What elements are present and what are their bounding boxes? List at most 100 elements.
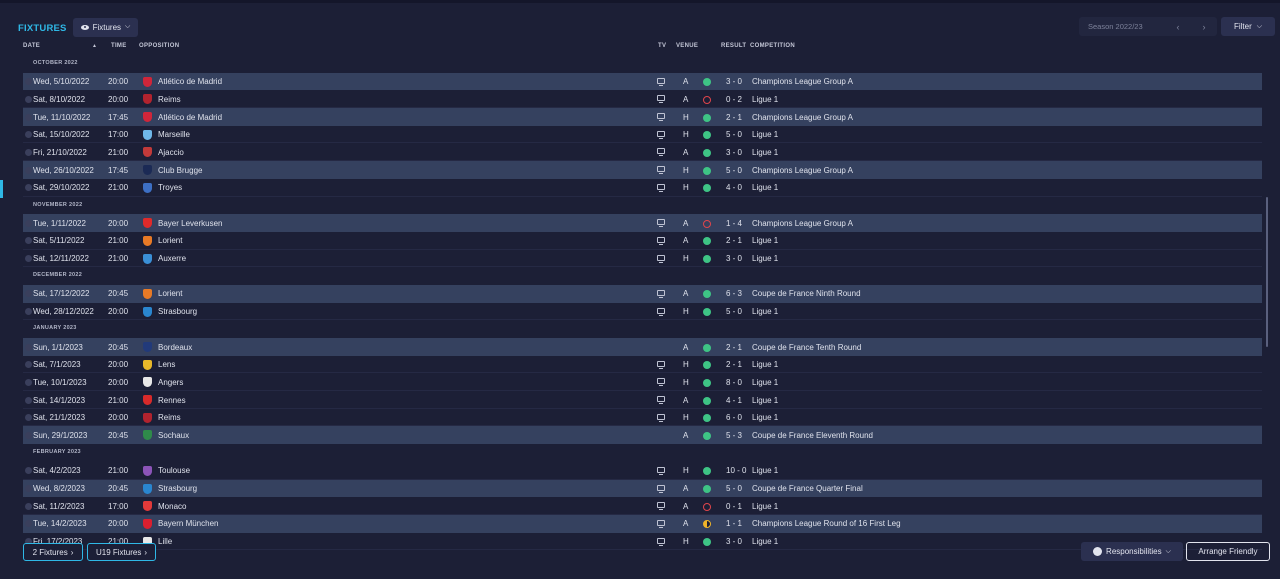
opposition-link[interactable]: Lorient (158, 236, 183, 246)
fixture-score[interactable]: 3 - 0 (726, 537, 743, 547)
col-venue[interactable]: VENUE (676, 43, 699, 49)
competition-link[interactable]: Coupe de France Quarter Final (752, 484, 863, 493)
fixture-score[interactable]: 3 - 0 (726, 77, 743, 87)
fixture-score[interactable]: 1 - 4 (726, 218, 743, 228)
fixture-score[interactable]: 6 - 3 (726, 289, 743, 299)
select-radio[interactable] (25, 502, 32, 510)
competition-link[interactable]: Champions League Group A (752, 77, 853, 87)
select-radio[interactable] (25, 255, 32, 263)
fixture-row[interactable]: Sat, 17/12/2022 20:45 Lorient A 6 - 3 Coupe d… (23, 284, 1262, 303)
sort-ascending-icon[interactable]: ▲ (92, 43, 98, 49)
competition-link[interactable]: Ligue 1 (752, 130, 779, 140)
col-tv[interactable]: TV (658, 43, 667, 49)
col-time[interactable]: TIME (111, 43, 127, 49)
fixture-row[interactable]: Sat, 7/1/2023 20:00 Lens H 2 - 1 Ligue 1 (23, 356, 1262, 374)
fixture-row[interactable]: Tue, 14/2/2023 20:00 Bayern München A 1 - 1 C… (23, 514, 1262, 533)
fixture-row[interactable]: Sat, 14/1/2023 21:00 Rennes A 4 - 1 Ligue 1 (23, 391, 1262, 409)
season-selector[interactable]: Season 2022/23 ‹ › (1079, 17, 1217, 36)
fixture-score[interactable]: 5 - 0 (726, 307, 743, 317)
fixture-row[interactable]: Sat, 15/10/2022 17:00 Marseille H 5 - 0 Ligue… (23, 126, 1262, 144)
competition-link[interactable]: Coupe de France Ninth Round (752, 289, 861, 299)
opposition-link[interactable]: Toulouse (158, 466, 191, 476)
competition-link[interactable]: Champions League Group A (752, 218, 853, 228)
fixture-row[interactable]: Wed, 26/10/2022 17:45 Club Brugge H 5 - 0 Cha… (23, 161, 1262, 179)
competition-link[interactable]: Ligue 1 (752, 254, 779, 264)
competition-link[interactable]: Ligue 1 (752, 236, 779, 246)
competition-link[interactable]: Ligue 1 (752, 360, 779, 370)
competition-link[interactable]: Ligue 1 (752, 501, 779, 511)
opposition-link[interactable]: Bordeaux (158, 342, 193, 352)
competition-link[interactable]: Coupe de France Tenth Round (752, 342, 862, 352)
opposition-link[interactable]: Angers (158, 377, 184, 387)
fixture-row[interactable]: Tue, 10/1/2023 20:00 Angers H 8 - 0 Ligue 1 (23, 373, 1262, 392)
fixture-score[interactable]: 2 - 1 (726, 342, 743, 352)
fixture-row[interactable]: Tue, 11/10/2022 17:45 Atlético de Madrid H 2… (23, 108, 1262, 126)
opposition-link[interactable]: Atlético de Madrid (158, 112, 223, 122)
select-radio[interactable] (25, 308, 32, 316)
fixture-score[interactable]: 2 - 1 (726, 112, 743, 122)
col-competition[interactable]: COMPETITION (750, 43, 795, 49)
competition-link[interactable]: Ligue 1 (752, 183, 779, 193)
select-radio[interactable] (25, 538, 32, 546)
select-radio[interactable] (25, 166, 32, 174)
opposition-link[interactable]: Ajaccio (158, 147, 184, 157)
select-radio[interactable] (25, 237, 32, 245)
col-result[interactable]: RESULT (721, 43, 747, 49)
fixture-score[interactable]: 3 - 0 (726, 147, 743, 157)
opposition-link[interactable]: Strasbourg (158, 484, 198, 493)
fixture-row[interactable]: Wed, 5/10/2022 20:00 Atlético de Madrid A 3 … (23, 72, 1262, 91)
select-radio[interactable] (25, 343, 32, 351)
competition-link[interactable]: Ligue 1 (752, 413, 779, 423)
select-radio[interactable] (25, 396, 32, 404)
select-radio[interactable] (25, 78, 32, 86)
opposition-link[interactable]: Strasbourg (158, 307, 198, 317)
competition-link[interactable]: Ligue 1 (752, 466, 779, 476)
fixture-row[interactable]: Sat, 21/1/2023 20:00 Reims H 6 - 0 Ligue 1 (23, 409, 1262, 427)
opposition-link[interactable]: Bayern München (158, 519, 219, 529)
opposition-link[interactable]: Reims (158, 413, 181, 423)
fixture-score[interactable]: 6 - 0 (726, 413, 743, 423)
fixture-score[interactable]: 2 - 1 (726, 236, 743, 246)
fixture-score[interactable]: 4 - 0 (726, 183, 743, 193)
select-radio[interactable] (25, 184, 32, 192)
fixture-row[interactable]: Sat, 29/10/2022 21:00 Troyes H 4 - 0 Ligue 1 (23, 179, 1262, 197)
fixture-score[interactable]: 5 - 3 (726, 430, 743, 440)
select-radio[interactable] (25, 485, 32, 492)
fixture-score[interactable]: 5 - 0 (726, 484, 743, 493)
scrollbar[interactable] (1266, 197, 1268, 347)
opposition-link[interactable]: Lens (158, 360, 176, 370)
opposition-link[interactable]: Atlético de Madrid (158, 77, 223, 87)
opposition-link[interactable]: Bayer Leverkusen (158, 218, 223, 228)
col-opposition[interactable]: OPPOSITION (139, 43, 180, 49)
two-fixtures-button[interactable]: 2 Fixtures › (23, 543, 83, 561)
fixture-row[interactable]: Wed, 28/12/2022 20:00 Strasbourg H 5 - 0 Ligu… (23, 303, 1262, 321)
competition-link[interactable]: Ligue 1 (752, 307, 779, 317)
chevron-left-icon[interactable]: ‹ (1176, 21, 1180, 32)
opposition-link[interactable]: Club Brugge (158, 165, 203, 175)
competition-link[interactable]: Ligue 1 (752, 94, 779, 104)
responsibilities-button[interactable]: Responsibilities ⌵ (1081, 542, 1183, 561)
competition-link[interactable]: Coupe de France Eleventh Round (752, 430, 873, 440)
u19-fixtures-button[interactable]: U19 Fixtures › (87, 543, 156, 561)
fixture-score[interactable]: 1 - 1 (726, 519, 743, 529)
fixture-row[interactable]: Wed, 8/2/2023 20:45 Strasbourg A 5 - 0 Coupe … (23, 479, 1262, 498)
fixture-score[interactable]: 2 - 1 (726, 360, 743, 370)
opposition-link[interactable]: Auxerre (158, 254, 187, 264)
select-radio[interactable] (25, 414, 32, 422)
select-radio[interactable] (25, 467, 32, 475)
fixture-row[interactable]: Fri, 21/10/2022 21:00 Ajaccio A 3 - 0 Ligue 1 (23, 143, 1262, 162)
fixture-row[interactable]: Sat, 11/2/2023 17:00 Monaco A 0 - 1 Ligue 1 (23, 497, 1262, 515)
select-radio[interactable] (25, 131, 32, 139)
competition-link[interactable]: Ligue 1 (752, 395, 779, 405)
view-dropdown[interactable]: Fixtures ⌵ (72, 17, 139, 37)
select-radio[interactable] (25, 95, 32, 103)
chevron-right-icon[interactable]: › (1202, 21, 1206, 32)
competition-link[interactable]: Champions League Group A (752, 165, 853, 175)
fixture-score[interactable]: 5 - 0 (726, 165, 743, 175)
competition-link[interactable]: Ligue 1 (752, 537, 779, 547)
fixture-row[interactable]: Sat, 8/10/2022 20:00 Reims A 0 - 2 Ligue 1 (23, 90, 1262, 109)
fixture-score[interactable]: 0 - 2 (726, 94, 743, 104)
select-radio[interactable] (25, 431, 32, 439)
fixture-score[interactable]: 5 - 0 (726, 130, 743, 140)
opposition-link[interactable]: Troyes (158, 183, 183, 193)
